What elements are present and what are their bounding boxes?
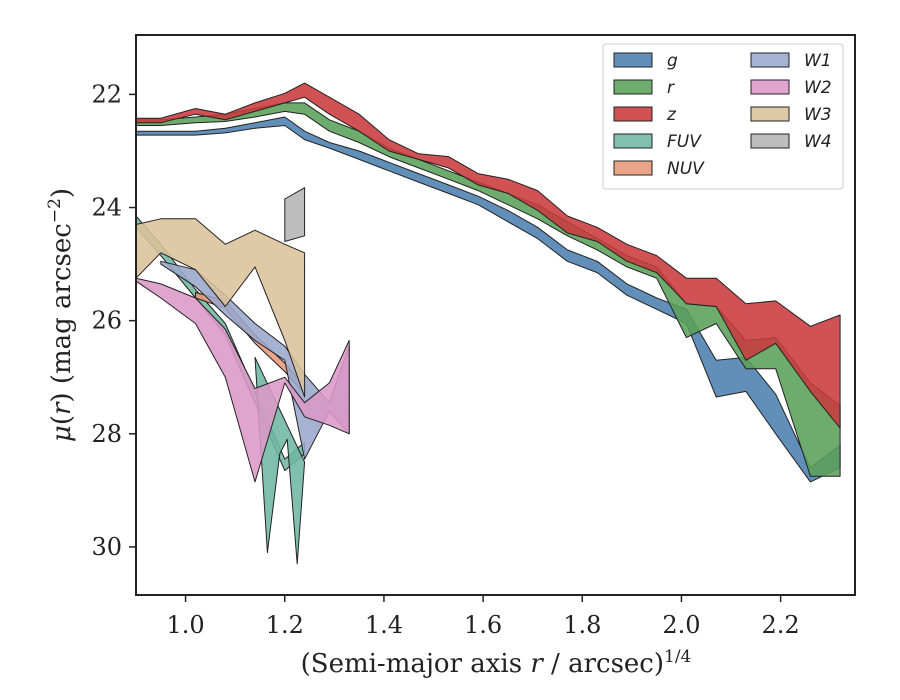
- legend-swatch-W2: [750, 79, 790, 95]
- y-tick-label: 26: [91, 307, 122, 335]
- legend-swatch-g: [613, 52, 653, 68]
- plot-frame: [135, 34, 856, 596]
- y-tick-label: 22: [91, 80, 122, 108]
- band-z: [136, 82, 841, 429]
- y-tick-label: 24: [91, 194, 122, 222]
- legend-swatch-W1: [750, 52, 790, 68]
- y-tick-label: 30: [91, 533, 122, 561]
- legend-label-r: r: [667, 78, 675, 98]
- legend-label-g: g: [667, 51, 678, 71]
- legend-swatch-z: [613, 106, 653, 122]
- legend-label-W1: W1: [804, 51, 832, 71]
- series-layer: [136, 82, 841, 565]
- x-axis-label: (Semi-major axis r / arcsec)1/4: [301, 647, 692, 679]
- legend-swatch-FUV: [613, 133, 653, 149]
- x-tick-label: 1.0: [167, 611, 205, 639]
- y-tick-label: 28: [91, 420, 122, 448]
- y-axis-label: μ(r) (mag arcsec−2): [45, 188, 77, 442]
- x-axis: 1.0 1.2 1.4 1.6 1.8 2.0 2.2: [167, 595, 800, 639]
- legend-label-FUV: FUV: [667, 132, 702, 152]
- legend-swatch-NUV: [613, 160, 653, 176]
- legend-swatch-r: [613, 79, 653, 95]
- band-W2: [136, 277, 350, 483]
- x-tick-label: 1.6: [464, 611, 502, 639]
- band-W4: [284, 187, 306, 242]
- legend-label-W4: W4: [804, 132, 832, 152]
- legend-label-NUV: NUV: [667, 159, 705, 179]
- legend-swatch-W3: [750, 106, 790, 122]
- legend: grz FUV NUV W1 W2 W3 W4: [602, 43, 844, 190]
- x-tick-label: 1.8: [563, 611, 601, 639]
- x-tick-label: 2.2: [762, 611, 800, 639]
- x-tick-label: 2.0: [662, 611, 700, 639]
- legend-label-z: z: [666, 105, 677, 125]
- legend-label-W2: W2: [804, 78, 832, 98]
- legend-swatch-W4: [750, 133, 790, 149]
- band-W3: [136, 218, 306, 398]
- x-tick-label: 1.4: [365, 611, 403, 639]
- y-axis: 22 24 26 28 30: [91, 80, 136, 561]
- x-tick-label: 1.2: [266, 611, 304, 639]
- legend-label-W3: W3: [804, 105, 832, 125]
